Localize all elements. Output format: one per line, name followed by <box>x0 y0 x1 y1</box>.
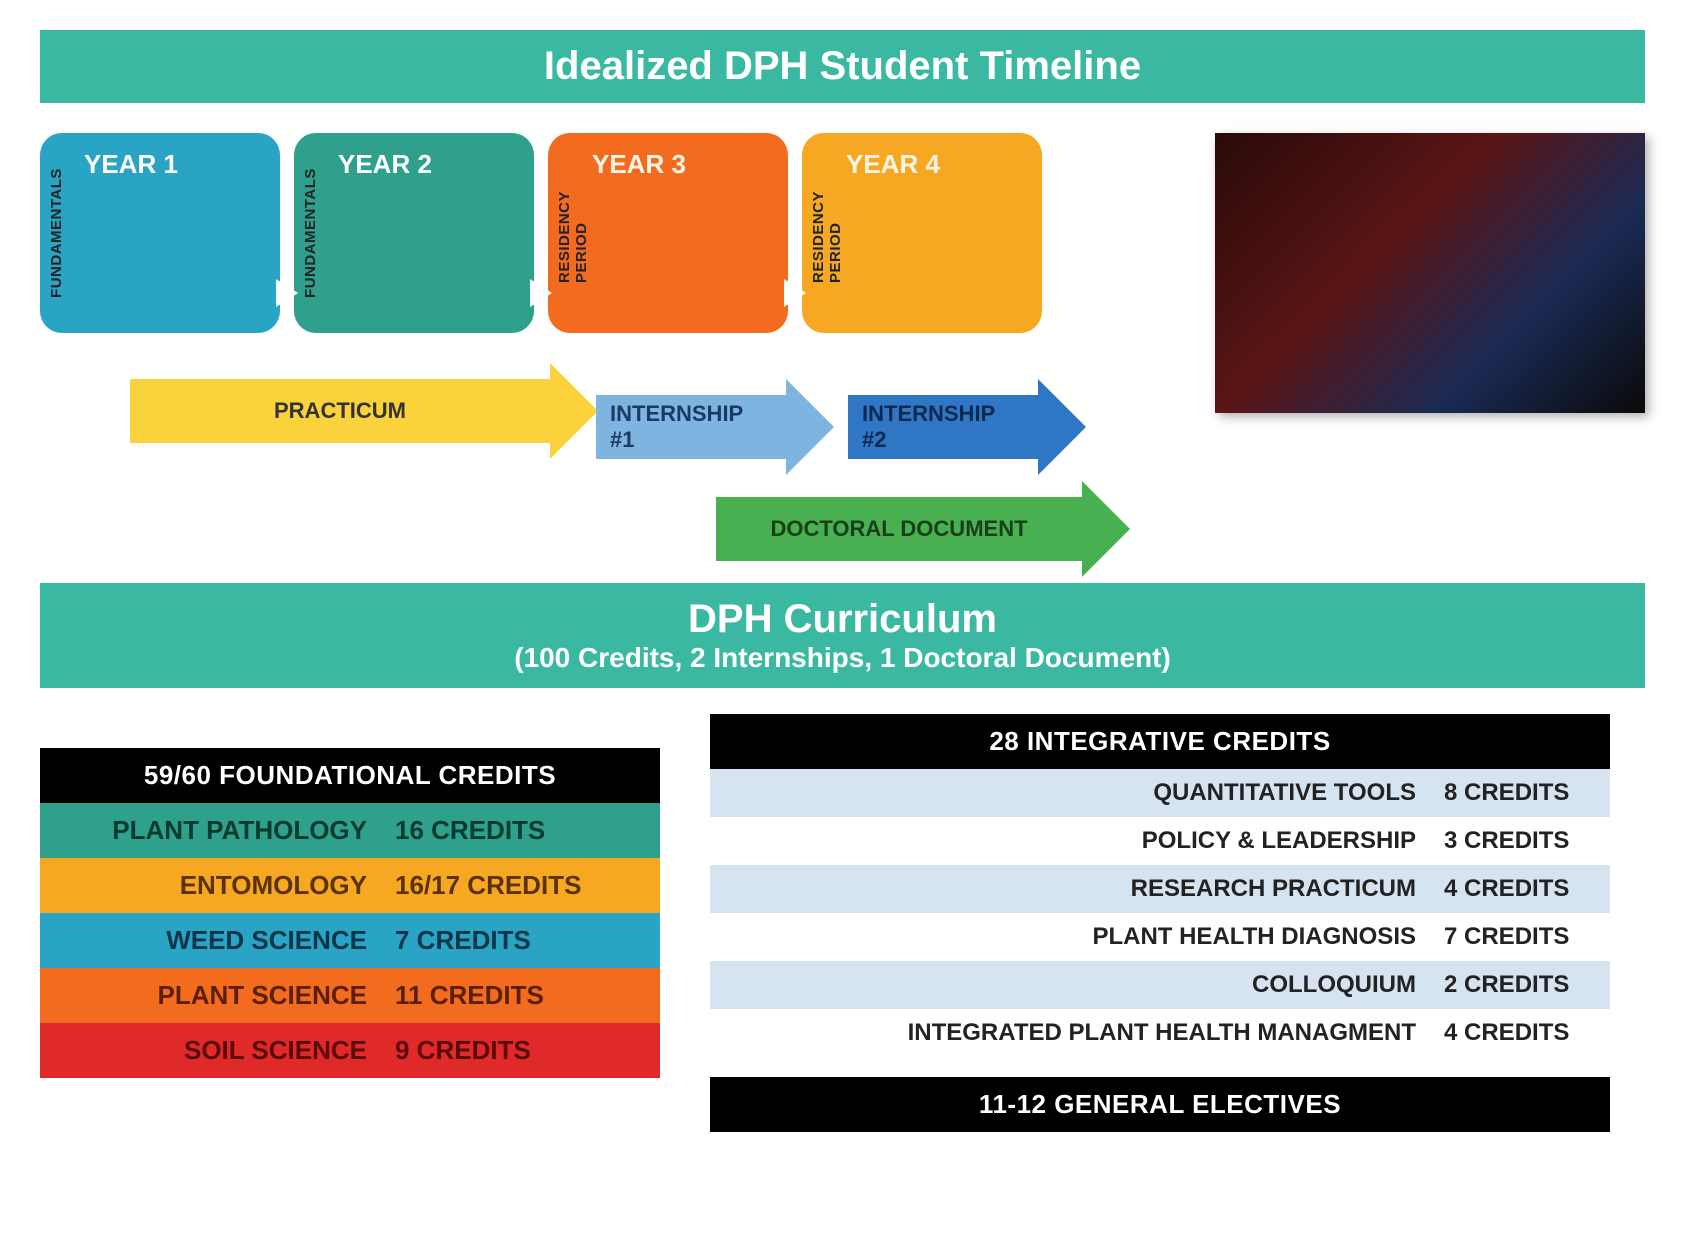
integrative-rows: QUANTITATIVE TOOLS8 CREDITSPOLICY & LEAD… <box>710 769 1610 1057</box>
year-box: RESIDENCY PERIODYEAR 4 <box>802 133 1042 333</box>
course-credits: 7 CREDITS <box>1430 913 1610 961</box>
arrow-label: INTERNSHIP #2 <box>848 395 1038 459</box>
curriculum-area: 59/60 FOUNDATIONAL CREDITS PLANT PATHOLO… <box>40 714 1645 1132</box>
course-name: POLICY & LEADERSHIP <box>710 817 1430 865</box>
table-row: RESEARCH PRACTICUM4 CREDITS <box>710 865 1610 913</box>
table-row: PLANT PATHOLOGY16 CREDITS <box>40 803 660 858</box>
internship-2-arrow: INTERNSHIP #2 <box>848 379 1086 475</box>
year-row: FUNDAMENTALS YEAR 1 FUNDAMENTALS YEAR 2 RESI… <box>40 133 1042 333</box>
year-label: YEAR 3 <box>592 149 686 180</box>
arrow-head-icon <box>1038 379 1086 475</box>
table-row: PLANT SCIENCE11 CREDITS <box>40 968 660 1023</box>
chevron-right-icon <box>530 279 552 307</box>
course-credits: 8 CREDITS <box>1430 769 1610 817</box>
spacer <box>710 1057 1610 1077</box>
year-label: YEAR 2 <box>338 149 432 180</box>
course-credits: 3 CREDITS <box>1430 817 1610 865</box>
arrow-label: INTERNSHIP #1 <box>596 395 786 459</box>
course-credits: 4 CREDITS <box>1430 865 1610 913</box>
foundational-header: 59/60 FOUNDATIONAL CREDITS <box>40 748 660 803</box>
integrative-table: 28 INTEGRATIVE CREDITS QUANTITATIVE TOOL… <box>710 714 1610 1132</box>
timeline-title: Idealized DPH Student Timeline <box>50 44 1635 89</box>
course-name: COLLOQUIUM <box>710 961 1430 1009</box>
timeline-banner: Idealized DPH Student Timeline <box>40 30 1645 103</box>
course-name: SOIL SCIENCE <box>40 1023 381 1078</box>
internship-1-arrow: INTERNSHIP #1 <box>596 379 834 475</box>
course-name: ENTOMOLOGY <box>40 858 381 913</box>
course-credits: 16 CREDITS <box>381 803 660 858</box>
foundational-table: 59/60 FOUNDATIONAL CREDITS PLANT PATHOLO… <box>40 714 660 1078</box>
year-label: YEAR 4 <box>846 149 940 180</box>
electives-footer: 11-12 GENERAL ELECTIVES <box>710 1077 1610 1132</box>
chevron-right-icon <box>784 279 806 307</box>
table-row: COLLOQUIUM2 CREDITS <box>710 961 1610 1009</box>
table-row: ENTOMOLOGY16/17 CREDITS <box>40 858 660 913</box>
year-box: FUNDAMENTALS YEAR 1 <box>40 133 280 333</box>
year-side-label: RESIDENCY PERIOD <box>556 183 590 283</box>
course-credits: 2 CREDITS <box>1430 961 1610 1009</box>
chevron-right-icon <box>276 279 298 307</box>
curriculum-subtitle: (100 Credits, 2 Internships, 1 Doctoral … <box>50 642 1635 674</box>
integrative-header: 28 INTEGRATIVE CREDITS <box>710 714 1610 769</box>
practicum-arrow: PRACTICUM <box>130 363 598 459</box>
arrow-label: PRACTICUM <box>130 379 550 443</box>
table-row: WEED SCIENCE7 CREDITS <box>40 913 660 968</box>
course-credits: 9 CREDITS <box>381 1023 660 1078</box>
arrow-label: DOCTORAL DOCUMENT <box>716 497 1082 561</box>
course-name: PLANT SCIENCE <box>40 968 381 1023</box>
curriculum-banner: DPH Curriculum (100 Credits, 2 Internshi… <box>40 583 1645 688</box>
arrow-head-icon <box>1082 481 1130 577</box>
course-name: PLANT HEALTH DIAGNOSIS <box>710 913 1430 961</box>
year-box: FUNDAMENTALS YEAR 2 <box>294 133 534 333</box>
course-name: WEED SCIENCE <box>40 913 381 968</box>
course-name: INTEGRATED PLANT HEALTH MANAGMENT <box>710 1009 1430 1057</box>
course-credits: 4 CREDITS <box>1430 1009 1610 1057</box>
course-name: PLANT PATHOLOGY <box>40 803 381 858</box>
arrow-head-icon <box>786 379 834 475</box>
spacer <box>40 714 660 748</box>
graduation-photo <box>1215 133 1645 413</box>
course-credits: 7 CREDITS <box>381 913 660 968</box>
doctoral-document-arrow: DOCTORAL DOCUMENT <box>716 481 1130 577</box>
course-credits: 11 CREDITS <box>381 968 660 1023</box>
foundational-rows: PLANT PATHOLOGY16 CREDITSENTOMOLOGY16/17… <box>40 803 660 1078</box>
table-row: PLANT HEALTH DIAGNOSIS7 CREDITS <box>710 913 1610 961</box>
timeline-area: FUNDAMENTALS YEAR 1 FUNDAMENTALS YEAR 2 RESI… <box>40 133 1645 583</box>
arrow-head-icon <box>550 363 598 459</box>
year-label: YEAR 1 <box>84 149 178 180</box>
year-side-label: FUNDAMENTALS <box>48 168 65 298</box>
year-side-label: FUNDAMENTALS <box>302 168 319 298</box>
course-name: QUANTITATIVE TOOLS <box>710 769 1430 817</box>
year-box: RESIDENCY PERIODYEAR 3 <box>548 133 788 333</box>
course-name: RESEARCH PRACTICUM <box>710 865 1430 913</box>
table-row: POLICY & LEADERSHIP3 CREDITS <box>710 817 1610 865</box>
curriculum-title: DPH Curriculum <box>50 597 1635 642</box>
course-credits: 16/17 CREDITS <box>381 858 660 913</box>
table-row: INTEGRATED PLANT HEALTH MANAGMENT4 CREDI… <box>710 1009 1610 1057</box>
table-row: QUANTITATIVE TOOLS8 CREDITS <box>710 769 1610 817</box>
table-row: SOIL SCIENCE9 CREDITS <box>40 1023 660 1078</box>
year-side-label: RESIDENCY PERIOD <box>810 183 844 283</box>
